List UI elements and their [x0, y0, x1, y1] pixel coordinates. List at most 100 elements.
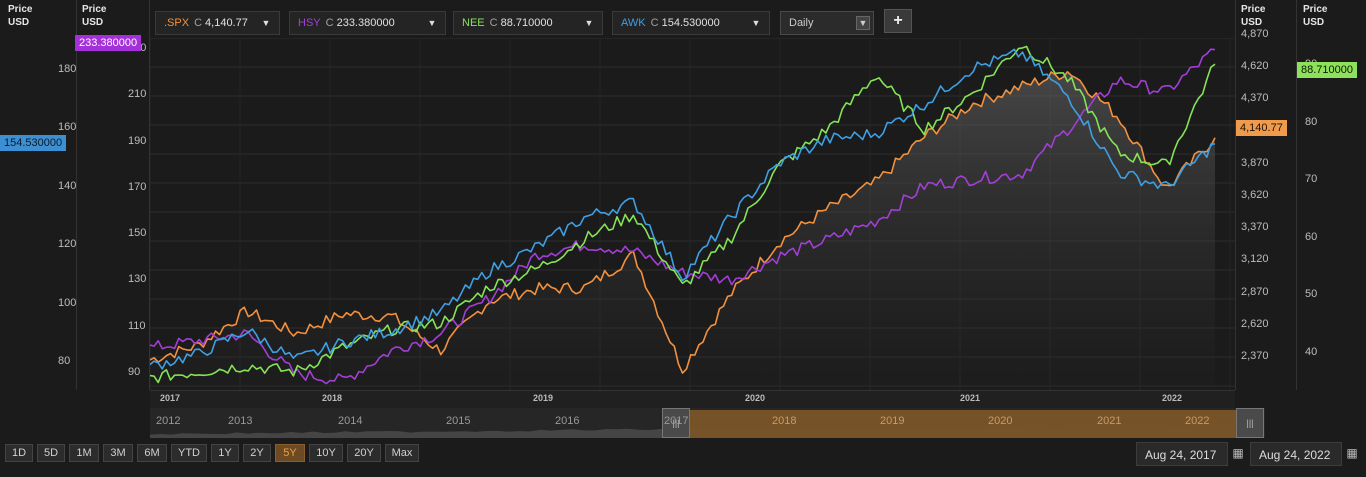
- legend-awk[interactable]: AWK C 154.530000 ▼: [612, 11, 770, 35]
- axis_nee-tick: 60: [1305, 230, 1318, 243]
- awk-price-flag: 154.530000: [0, 135, 67, 151]
- navigator-left-handle[interactable]: |||: [662, 408, 690, 438]
- axis_nee-tick: 50: [1305, 288, 1318, 301]
- series-line-nee[interactable]: [150, 45, 1216, 384]
- interval-select[interactable]: Daily ▼: [780, 11, 874, 35]
- axis-heading-currency: USD: [1303, 17, 1325, 28]
- nee-axis-heading: Price USD: [1303, 3, 1327, 29]
- axis_spx-tick: 3,120: [1241, 253, 1269, 266]
- navigator-right-handle[interactable]: |||: [1236, 408, 1264, 438]
- axis-heading-currency: USD: [82, 17, 104, 28]
- range-button-ytd[interactable]: YTD: [171, 444, 207, 462]
- chevron-down-icon[interactable]: ▼: [751, 18, 761, 28]
- awk-axis-heading: Price USD: [8, 3, 32, 29]
- hsy-price-flag: 233.380000: [75, 35, 142, 51]
- axis_hsy-tick: 110: [128, 319, 146, 332]
- navigator-selection[interactable]: [690, 410, 1238, 438]
- axis_awk-tick: 180: [58, 63, 77, 75]
- chevron-down-icon[interactable]: ▼: [261, 18, 271, 28]
- range-button-max[interactable]: Max: [385, 444, 419, 462]
- navigator-year: 2020: [988, 415, 1013, 427]
- axis_hsy-tick: 130: [128, 273, 147, 286]
- axis-heading-price: Price: [8, 4, 33, 15]
- axis-heading-currency: USD: [1241, 17, 1263, 28]
- axis_spx-tick: 4,370: [1241, 92, 1269, 105]
- axis-heading-price: Price: [1241, 4, 1266, 15]
- legend-code: C: [489, 17, 498, 29]
- range-button-1y[interactable]: 1Y: [211, 444, 239, 462]
- axis_spx-tick: 2,620: [1241, 317, 1269, 330]
- legend-value: 154.530000: [661, 17, 720, 29]
- chevron-down-icon[interactable]: ▼: [427, 18, 437, 28]
- chevron-down-icon[interactable]: ▼: [584, 18, 594, 28]
- axis-heading-currency: USD: [8, 17, 30, 28]
- axis_hsy-tick: 90: [128, 366, 141, 378]
- range-button-1d[interactable]: 1D: [5, 444, 33, 462]
- calendar-icon[interactable]: ▦: [1232, 446, 1244, 460]
- range-button-20y[interactable]: 20Y: [347, 444, 381, 462]
- legend-value: 233.380000: [336, 17, 395, 29]
- range-button-1m[interactable]: 1M: [69, 444, 99, 462]
- axis_spx-tick: 3,870: [1241, 156, 1269, 169]
- legend-code: C: [325, 17, 334, 29]
- hsy-axis-heading: Price USD: [82, 3, 106, 29]
- range-button-6m[interactable]: 6M: [137, 444, 167, 462]
- navigator-year: 2022: [1185, 415, 1210, 427]
- legend-symbol: NEE: [462, 17, 485, 29]
- axis_spx-tick: 3,620: [1241, 189, 1269, 201]
- legend-symbol: AWK: [621, 17, 646, 29]
- axis_awk-tick: 80: [58, 355, 71, 367]
- series-line-spx[interactable]: [150, 71, 1216, 374]
- range-button-2y[interactable]: 2Y: [243, 444, 271, 462]
- axis_hsy-tick: 170: [128, 180, 147, 193]
- legend-nee[interactable]: NEE C 88.710000 ▼: [453, 11, 603, 35]
- range-button-5d[interactable]: 5D: [37, 444, 65, 462]
- axis_awk-tick: 120: [58, 238, 77, 251]
- series-line-awk[interactable]: [150, 48, 1216, 370]
- navigator-year: 2017: [664, 415, 689, 427]
- axis_awk-tick: 100: [58, 296, 77, 309]
- axis_spx-tick: 4,620: [1241, 60, 1269, 73]
- spx-axis-heading: Price USD: [1241, 3, 1265, 29]
- axis-separator: [76, 0, 77, 390]
- legend-code: C: [194, 17, 203, 29]
- axis_hsy-tick: 190: [128, 134, 147, 147]
- legend-spx[interactable]: .SPX C 4,140.77 ▼: [155, 11, 280, 35]
- axis_hsy-tick: 210: [128, 88, 147, 101]
- axis_nee-tick: 40: [1305, 346, 1318, 358]
- navigator-year: 2021: [1097, 415, 1122, 427]
- legend-code: C: [650, 17, 659, 29]
- calendar-icon[interactable]: ▦: [1346, 446, 1358, 460]
- legend-value: 88.710000: [500, 17, 553, 29]
- axis_spx-tick: 3,370: [1241, 221, 1269, 234]
- chevron-down-icon[interactable]: ▼: [856, 16, 870, 30]
- x-tick: 2021: [960, 393, 981, 403]
- nee-price-flag: 88.710000: [1297, 62, 1357, 78]
- price-chart[interactable]: [150, 38, 1235, 390]
- range-button-5y[interactable]: 5Y: [275, 444, 305, 462]
- x-tick: 2020: [745, 393, 766, 403]
- to-date-field[interactable]: Aug 24, 2022: [1250, 442, 1342, 466]
- legend-symbol: .SPX: [164, 17, 190, 29]
- axis_nee-tick: 70: [1305, 173, 1318, 186]
- series-line-hsy[interactable]: [150, 48, 1216, 385]
- range-button-10y[interactable]: 10Y: [309, 444, 343, 462]
- add-series-button[interactable]: +: [884, 9, 912, 33]
- x-tick: 2022: [1162, 393, 1183, 403]
- x-tick: 2018: [322, 393, 343, 403]
- navigator-year: 2014: [338, 415, 363, 427]
- x-tick: 2017: [160, 393, 181, 403]
- navigator-year: 2016: [555, 415, 580, 427]
- legend-symbol: HSY: [298, 17, 321, 29]
- axis-heading-price: Price: [1303, 4, 1328, 15]
- range-button-3m[interactable]: 3M: [103, 444, 133, 462]
- x-tick: 2019: [533, 393, 554, 403]
- spx-area: [150, 71, 1215, 390]
- legend-hsy[interactable]: HSY C 233.380000 ▼: [289, 11, 446, 35]
- axis_awk-tick: 140: [58, 179, 77, 192]
- axis_spx-tick: 4,870: [1241, 28, 1269, 40]
- from-date-field[interactable]: Aug 24, 2017: [1136, 442, 1228, 466]
- interval-label: Daily: [789, 17, 814, 29]
- axis_nee-tick: 80: [1305, 115, 1318, 128]
- x-axis-strip: [150, 390, 1235, 408]
